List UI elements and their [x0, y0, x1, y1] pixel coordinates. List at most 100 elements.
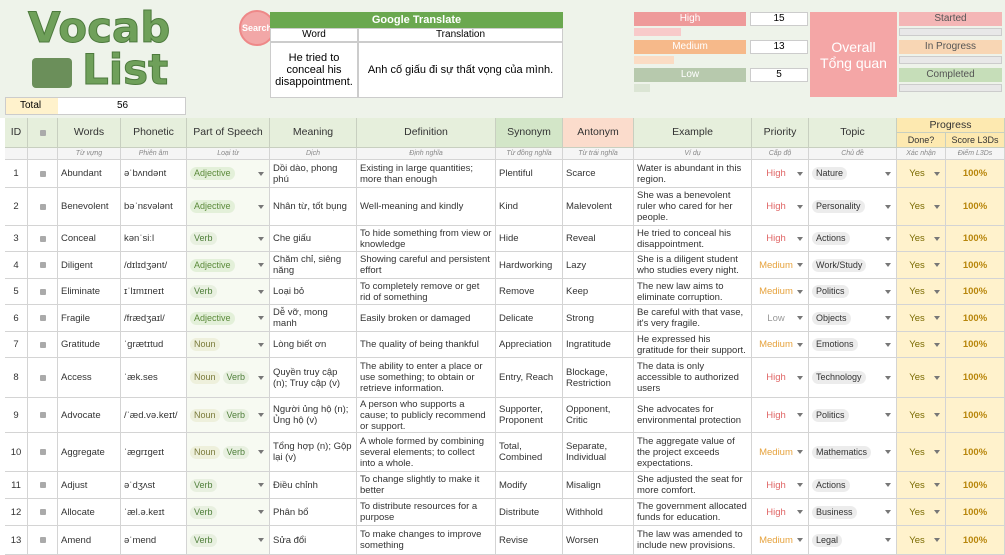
priority-cell[interactable]: High	[752, 398, 809, 433]
pos-cell[interactable]: Noun Verb	[187, 433, 270, 472]
pos-cell[interactable]: Noun Verb	[187, 398, 270, 433]
done-cell[interactable]: Yes	[897, 526, 946, 555]
topic-cell[interactable]: Business	[809, 499, 897, 526]
audio-button[interactable]	[28, 472, 58, 499]
translate-word[interactable]: He tried to conceal his disappointment.	[270, 42, 358, 98]
pos-chip: Noun	[190, 371, 220, 384]
priority-cell[interactable]: Low	[752, 305, 809, 332]
done-cell[interactable]: Yes	[897, 499, 946, 526]
subheader-cell	[28, 148, 58, 160]
pos-cell[interactable]: Adjective	[187, 160, 270, 188]
meaning-cell: Dồi dào, phong phú	[270, 160, 357, 188]
id-cell: 13	[5, 526, 28, 555]
priority-cell[interactable]: Medium	[752, 279, 809, 305]
done-cell[interactable]: Yes	[897, 358, 946, 398]
done-cell[interactable]: Yes	[897, 433, 946, 472]
done-cell[interactable]: Yes	[897, 252, 946, 279]
subheader-cell: Phiên âm	[121, 148, 187, 160]
audio-button[interactable]	[28, 499, 58, 526]
meaning-cell: Phân bổ	[270, 499, 357, 526]
topic-cell[interactable]: Emotions	[809, 332, 897, 358]
topic-cell[interactable]: Personality	[809, 188, 897, 226]
priority-cell[interactable]: High	[752, 499, 809, 526]
audio-button[interactable]	[28, 526, 58, 555]
done-value: Yes	[909, 409, 925, 421]
pos-cell[interactable]: Verb	[187, 526, 270, 555]
priority-cell[interactable]: Medium	[752, 526, 809, 555]
priority-cell[interactable]: High	[752, 472, 809, 499]
done-cell[interactable]: Yes	[897, 279, 946, 305]
topic-cell[interactable]: Mathematics	[809, 433, 897, 472]
pos-chip: Adjective	[190, 258, 235, 272]
definition-cell: A whole formed by combining several elem…	[357, 433, 496, 472]
done-value: Yes	[909, 339, 925, 350]
audio-button[interactable]	[28, 305, 58, 332]
audio-button[interactable]	[28, 398, 58, 433]
word-cell: Conceal	[58, 226, 121, 252]
pos-cell[interactable]: Adjective	[187, 252, 270, 279]
pos-cell[interactable]: Noun	[187, 332, 270, 358]
dropdown-arrow	[258, 236, 264, 241]
meaning-cell: Dễ vỡ, mong manh	[270, 305, 357, 332]
topic-cell[interactable]: Legal	[809, 526, 897, 555]
topic-cell[interactable]: Nature	[809, 160, 897, 188]
priority-cell[interactable]: High	[752, 160, 809, 188]
pos-cell[interactable]: Verb	[187, 472, 270, 499]
synonym-cell: Kind	[496, 188, 563, 226]
done-cell[interactable]: Yes	[897, 398, 946, 433]
speaker-icon	[39, 315, 46, 321]
audio-button[interactable]	[28, 160, 58, 188]
score-cell: 100%	[946, 279, 1005, 305]
audio-button[interactable]	[28, 188, 58, 226]
priority-cell[interactable]: Medium	[752, 433, 809, 472]
priority-cell[interactable]: High	[752, 188, 809, 226]
done-cell[interactable]: Yes	[897, 332, 946, 358]
done-cell[interactable]: Yes	[897, 305, 946, 332]
pos-cell[interactable]: Adjective	[187, 305, 270, 332]
priority-value: Medium	[759, 534, 793, 546]
dropdown-arrow	[885, 263, 891, 267]
phonetic-cell: bəˈnɛvələnt	[121, 188, 187, 226]
audio-button[interactable]	[28, 332, 58, 358]
synonym-cell: Supporter, Proponent	[496, 398, 563, 433]
pos-cell[interactable]: Verb	[187, 279, 270, 305]
subheader-cell: Chủ đề	[809, 148, 897, 160]
done-cell[interactable]: Yes	[897, 472, 946, 499]
audio-button[interactable]	[28, 358, 58, 398]
audio-button[interactable]	[28, 226, 58, 252]
priority-cell[interactable]: Medium	[752, 252, 809, 279]
pos-cell[interactable]: Adjective	[187, 188, 270, 226]
priority-value: Low	[767, 312, 785, 324]
pos-cell[interactable]: Verb	[187, 226, 270, 252]
dropdown-arrow	[258, 171, 264, 176]
topic-cell[interactable]: Work/Study	[809, 252, 897, 279]
priority-cell[interactable]: Medium	[752, 332, 809, 358]
header-cell	[28, 118, 58, 148]
topic-cell[interactable]: Technology	[809, 358, 897, 398]
example-cell: She adjusted the seat for more comfort.	[634, 472, 752, 499]
done-cell[interactable]: Yes	[897, 188, 946, 226]
audio-button[interactable]	[28, 252, 58, 279]
topic-cell[interactable]: Actions	[809, 472, 897, 499]
subheader-cell	[5, 148, 28, 160]
definition-cell: Existing in large quantities; more than …	[357, 160, 496, 188]
dropdown-arrow	[797, 450, 803, 454]
score-cell: 100%	[946, 526, 1005, 555]
topic-cell[interactable]: Politics	[809, 279, 897, 305]
synonym-cell: Plentiful	[496, 160, 563, 188]
topic-cell[interactable]: Politics	[809, 398, 897, 433]
done-cell[interactable]: Yes	[897, 160, 946, 188]
done-cell[interactable]: Yes	[897, 226, 946, 252]
topic-cell[interactable]: Objects	[809, 305, 897, 332]
pos-cell[interactable]: Verb	[187, 499, 270, 526]
pos-cell[interactable]: Noun Verb	[187, 358, 270, 398]
audio-button[interactable]	[28, 433, 58, 472]
id-cell: 6	[5, 305, 28, 332]
pos-chip: Verb	[190, 478, 217, 492]
pos-chip: Verb	[222, 408, 250, 422]
priority-cell[interactable]: High	[752, 358, 809, 398]
topic-cell[interactable]: Actions	[809, 226, 897, 252]
audio-button[interactable]	[28, 279, 58, 305]
priority-cell[interactable]: High	[752, 226, 809, 252]
word-cell: Gratitude	[58, 332, 121, 358]
